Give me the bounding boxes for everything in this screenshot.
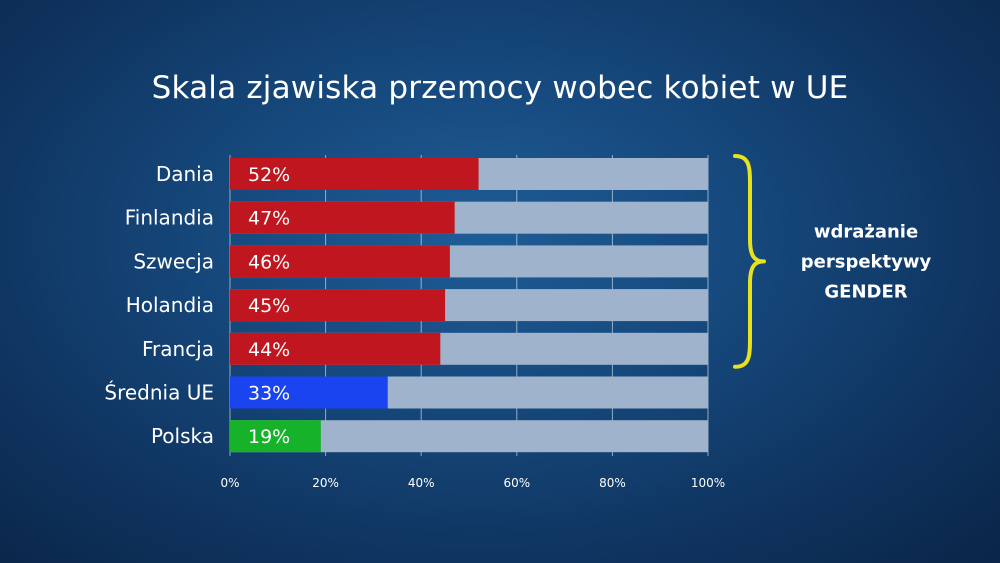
value-label-6: 19% — [248, 426, 290, 448]
curly-brace — [733, 154, 766, 369]
category-label-1: Finlandia — [125, 206, 214, 230]
bar-3 — [230, 289, 446, 322]
bar-5 — [230, 376, 388, 409]
category-label-2: Szwecja — [133, 249, 214, 273]
value-label-1: 47% — [248, 208, 290, 230]
x-tick-label-4: 80% — [599, 476, 626, 490]
category-label-4: Francja — [142, 337, 214, 361]
annotation-line-1: perspektywy — [801, 251, 932, 272]
value-label-5: 33% — [248, 383, 290, 405]
category-label-0: Dania — [156, 162, 214, 186]
category-label-5: Średnia UE — [104, 381, 214, 405]
bar-1 — [230, 201, 455, 234]
x-tick-label-2: 40% — [408, 476, 435, 490]
bars — [230, 158, 479, 453]
category-label-6: Polska — [151, 424, 214, 448]
x-tick-label-0: 0% — [220, 476, 239, 490]
annotation-line-0: wdrażanie — [814, 221, 918, 242]
bar-4 — [230, 332, 441, 365]
annotation-line-2: GENDER — [824, 281, 907, 302]
category-label-3: Holandia — [126, 293, 214, 317]
value-label-4: 44% — [248, 339, 290, 361]
bar-0 — [230, 158, 479, 190]
x-tick-label-1: 20% — [312, 476, 339, 490]
value-label-3: 45% — [248, 295, 290, 317]
bar-6 — [230, 420, 321, 453]
x-tick-label-5: 100% — [691, 476, 725, 490]
labels: 52% Dania 47% Finlandia 46% Szwecja 45% Holandi… — [104, 162, 290, 448]
value-label-2: 46% — [248, 251, 290, 273]
x-tick-label-3: 60% — [503, 476, 530, 490]
annotation: wdrażanie perspektywy GENDER — [733, 154, 932, 369]
x-axis-ticks: 0% 20% 40% 60% 80% 100% — [220, 476, 725, 490]
bar-2 — [230, 245, 450, 278]
value-label-0: 52% — [248, 164, 290, 186]
chart-title: Skala zjawiska przemocy wobec kobiet w U… — [151, 70, 849, 106]
